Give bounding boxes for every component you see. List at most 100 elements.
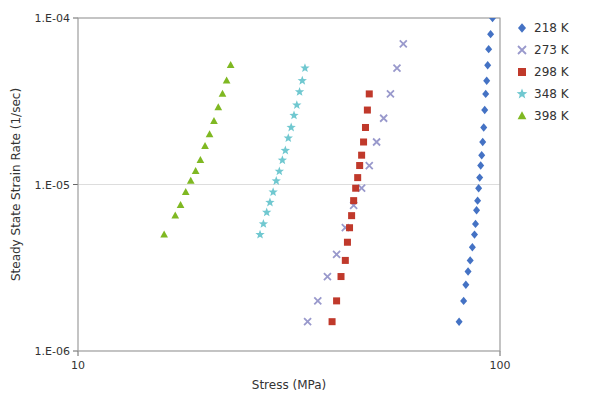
point bbox=[477, 161, 484, 169]
point bbox=[171, 211, 179, 218]
point bbox=[350, 197, 357, 204]
point bbox=[362, 124, 369, 131]
point bbox=[476, 173, 483, 181]
point bbox=[192, 167, 200, 174]
point bbox=[278, 155, 287, 164]
point bbox=[197, 156, 205, 163]
point bbox=[480, 123, 487, 131]
legend-label: 298 K bbox=[534, 65, 570, 79]
chart-svg: 10 100 1.E-06 1.E-05 1.E-04 Stress (MPa) Stead… bbox=[0, 0, 600, 403]
point bbox=[479, 138, 486, 146]
grid bbox=[78, 18, 500, 351]
legend-swatch bbox=[518, 68, 526, 76]
point bbox=[465, 267, 472, 275]
point bbox=[272, 176, 281, 185]
point bbox=[214, 103, 222, 110]
point bbox=[210, 117, 218, 124]
point bbox=[380, 115, 387, 122]
point bbox=[473, 206, 480, 214]
point bbox=[187, 177, 195, 184]
point bbox=[281, 146, 290, 155]
tick-mark bbox=[73, 184, 78, 185]
legend-swatch bbox=[517, 88, 528, 98]
point bbox=[366, 162, 373, 169]
point bbox=[292, 100, 301, 109]
point bbox=[478, 151, 485, 159]
legend-label: 273 K bbox=[534, 43, 570, 57]
tick-mark bbox=[73, 351, 78, 352]
series bbox=[160, 61, 234, 237]
series bbox=[456, 18, 496, 326]
point bbox=[344, 239, 351, 246]
point bbox=[346, 224, 353, 231]
legend-label: 348 K bbox=[534, 87, 570, 101]
y-axis-label: Steady State Strain Rate (1/sec) bbox=[9, 88, 23, 281]
legend-label: 398 K bbox=[534, 109, 570, 123]
point bbox=[338, 273, 345, 280]
point bbox=[177, 201, 185, 208]
legend-swatch bbox=[518, 111, 527, 119]
point bbox=[182, 188, 190, 195]
point bbox=[471, 230, 478, 238]
legend: 218 K 273 K 298 K 348 K 398 K bbox=[517, 21, 570, 123]
point bbox=[462, 281, 469, 289]
point bbox=[284, 133, 293, 142]
tick-label: 1.E-06 bbox=[35, 345, 70, 358]
point bbox=[482, 90, 489, 98]
series bbox=[255, 63, 309, 238]
point bbox=[342, 257, 349, 264]
point bbox=[227, 61, 235, 68]
point bbox=[348, 212, 355, 219]
plot-background bbox=[78, 18, 500, 351]
axes: 10 100 1.E-06 1.E-05 1.E-04 bbox=[35, 12, 511, 372]
point bbox=[259, 219, 268, 228]
point bbox=[287, 123, 296, 132]
grid-line bbox=[78, 184, 500, 185]
point bbox=[298, 76, 307, 85]
point bbox=[324, 273, 331, 280]
legend-label: 218 K bbox=[534, 21, 570, 35]
point bbox=[206, 130, 214, 137]
point bbox=[472, 220, 479, 228]
point bbox=[474, 196, 481, 204]
point bbox=[262, 207, 271, 216]
tick-label: 10 bbox=[71, 359, 85, 372]
point bbox=[304, 318, 311, 325]
point bbox=[460, 297, 467, 305]
tick-mark bbox=[73, 18, 78, 19]
point bbox=[358, 152, 365, 159]
tick-label: 1.E-04 bbox=[35, 12, 70, 25]
chart-container: 10 100 1.E-06 1.E-05 1.E-04 Stress (MPa) Stead… bbox=[0, 0, 600, 403]
point bbox=[483, 77, 490, 85]
point bbox=[352, 185, 359, 192]
point bbox=[481, 106, 488, 114]
legend-swatch bbox=[518, 23, 526, 33]
tick-label: 1.E-05 bbox=[35, 179, 70, 192]
plot-frame bbox=[78, 18, 500, 351]
point bbox=[469, 243, 476, 251]
point bbox=[265, 198, 274, 207]
point bbox=[289, 111, 298, 120]
point bbox=[400, 40, 407, 47]
point bbox=[333, 251, 340, 258]
point bbox=[356, 162, 363, 169]
point bbox=[329, 318, 336, 325]
point bbox=[219, 90, 227, 97]
point bbox=[485, 45, 492, 53]
point bbox=[360, 138, 367, 145]
x-axis-label: Stress (MPa) bbox=[252, 378, 326, 392]
point bbox=[393, 65, 400, 72]
point bbox=[489, 18, 496, 22]
point bbox=[275, 166, 284, 175]
point bbox=[255, 230, 264, 239]
legend-swatch bbox=[518, 46, 526, 54]
point bbox=[484, 61, 491, 69]
point bbox=[487, 30, 494, 38]
point bbox=[300, 63, 309, 72]
series bbox=[329, 90, 373, 325]
point bbox=[314, 297, 321, 304]
tick-label: 100 bbox=[490, 359, 511, 372]
point bbox=[160, 230, 168, 237]
point bbox=[475, 184, 482, 192]
point bbox=[373, 138, 380, 145]
